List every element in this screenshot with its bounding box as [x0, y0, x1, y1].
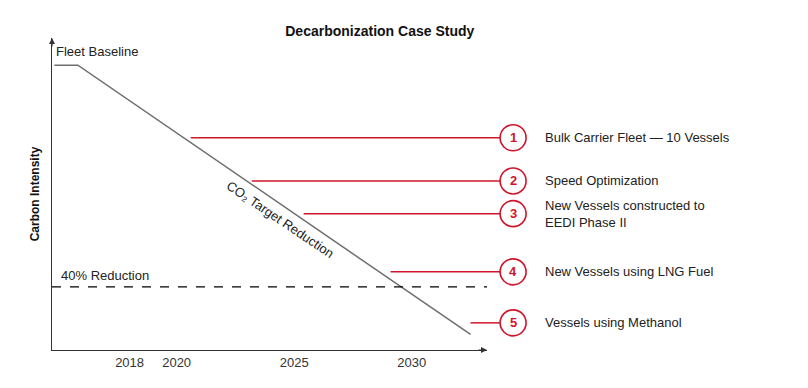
svg-text:40% Reduction: 40% Reduction	[61, 268, 149, 283]
svg-text:3: 3	[510, 206, 517, 221]
svg-text:2025: 2025	[280, 355, 309, 370]
svg-text:4: 4	[509, 264, 517, 279]
svg-text:Decarbonization Case Study: Decarbonization Case Study	[285, 23, 474, 39]
svg-text:2: 2	[510, 173, 517, 188]
svg-text:2030: 2030	[397, 355, 426, 370]
svg-text:CO₂ Target Reduction: CO₂ Target Reduction	[224, 178, 337, 261]
svg-text:2018: 2018	[115, 355, 144, 370]
svg-text:New Vessels using LNG Fuel: New Vessels using LNG Fuel	[545, 264, 713, 279]
svg-text:1: 1	[510, 130, 517, 145]
svg-text:Speed Optimization: Speed Optimization	[545, 173, 658, 188]
svg-text:New Vessels constructed toEEDI: New Vessels constructed toEEDI Phase II	[545, 198, 705, 230]
svg-text:Carbon Intensity: Carbon Intensity	[28, 146, 42, 241]
svg-text:Vessels using Methanol: Vessels using Methanol	[545, 315, 682, 330]
svg-text:2020: 2020	[162, 355, 191, 370]
svg-text:Bulk Carrier Fleet — 10 Vessel: Bulk Carrier Fleet — 10 Vessels	[545, 130, 730, 145]
svg-text:Fleet Baseline: Fleet Baseline	[56, 44, 138, 59]
svg-text:5: 5	[510, 315, 517, 330]
